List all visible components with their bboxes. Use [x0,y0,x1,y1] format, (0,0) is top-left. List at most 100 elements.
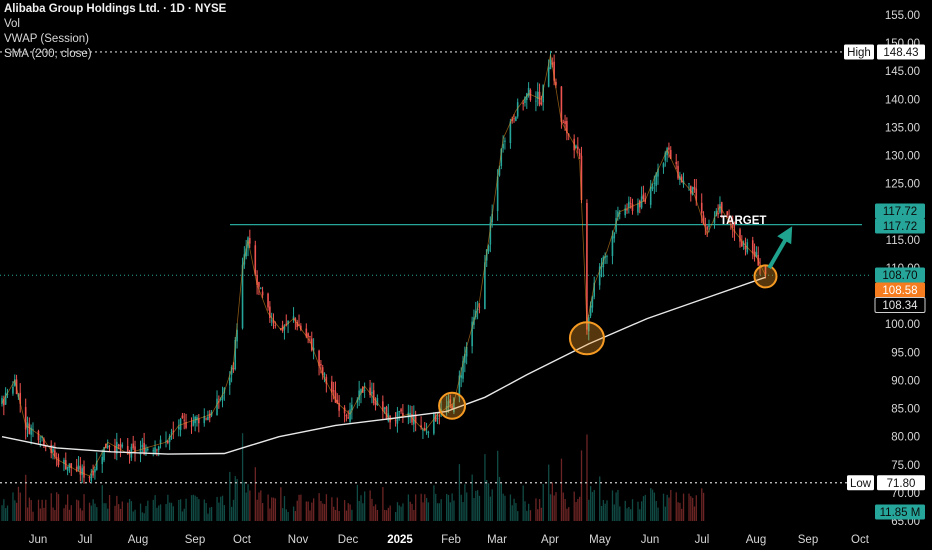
x-tick-label: May [589,534,611,546]
volume-bar [1,505,3,521]
x-tick-label: Jun [641,534,660,546]
volume-bar [692,497,694,521]
volume-bar [152,499,154,521]
candle-body [726,211,729,216]
volume-bar [489,496,492,521]
x-tick-label: Aug [128,534,148,546]
y-tick-label: 125.00 [885,179,920,191]
volume-bar [504,495,506,521]
volume-bar [358,500,360,521]
volume-bar [626,508,628,521]
volume-bar [165,504,167,521]
volume-bar [655,501,657,521]
volume-bar [280,487,282,521]
candle-body [739,229,741,242]
volume-bar [695,495,697,521]
candle-body [611,236,614,257]
candle-body [423,427,426,430]
candle-body [75,466,78,472]
candle-body [19,392,22,404]
candle-body [462,360,464,379]
target-arrow-head[interactable] [777,226,793,245]
indicator-sma[interactable]: SMA (200, close) [4,48,92,60]
indicator-vol[interactable]: Vol [4,18,20,30]
volume-bar [132,511,134,521]
volume-bar [190,495,193,521]
indicator-vwap[interactable]: VWAP (Session) [4,33,89,45]
x-axis[interactable]: Jun Jul Aug Sep Oct Nov Dec 2025 Feb Mar Apr May Jun… [29,534,870,546]
candle-body [382,401,384,412]
candle-body [208,413,211,419]
volume-bar [90,505,92,521]
candle-body [66,466,69,471]
volume-bar [45,499,47,521]
volume-bar [500,483,502,521]
price-badge: 117.72 [875,218,925,234]
volume-bar [96,507,98,521]
candle-body [170,432,173,434]
volume-bar [631,499,634,521]
volume-bar [471,474,473,521]
volume-bar [435,493,437,521]
highlight-circle[interactable] [438,391,467,420]
candle-body [465,346,468,357]
volume-bar [498,476,501,521]
candle-body [628,201,630,208]
target-label: TARGET [720,215,766,227]
candle-body [586,202,588,330]
target-arrow-shaft[interactable] [767,239,787,270]
candle-body [270,320,273,322]
candle-body [562,122,565,124]
volume-bar [551,482,554,521]
volume-bar [688,493,690,521]
candle-body [425,431,428,433]
volume-bar [526,510,528,521]
svg-text:High: High [847,47,871,59]
svg-text:108.34: 108.34 [882,300,918,312]
candle-body [578,152,581,156]
volume-bar [617,489,619,521]
volume-bar [249,490,251,521]
volume-bar [447,494,450,521]
volume-bar [70,505,72,521]
volume-bar [158,505,160,521]
volume-bar [41,499,43,521]
volume-bar [28,497,31,521]
volume-bar [577,498,579,521]
candle-body [717,213,719,215]
highlight-circle[interactable] [753,264,778,289]
candle-body [88,476,91,478]
svg-text:108.70: 108.70 [882,270,917,282]
candle-body [331,381,333,393]
svg-text:Low: Low [850,478,872,490]
candle-body [695,188,698,201]
volume-bar [167,494,169,521]
candle-body [92,470,94,476]
volume-bar [476,490,479,521]
x-tick-label: Apr [541,534,559,546]
candle-body [121,444,124,447]
volume-bar [630,509,632,521]
volume-bar [218,502,220,521]
candle-body [720,202,723,214]
candle-body [165,440,167,442]
volume-bar [693,506,696,521]
candle-body [345,415,348,417]
volume-bar [604,503,606,521]
candle-body [691,186,694,195]
volume-bar [524,501,526,521]
volume-bar [216,496,218,521]
volume-bar [338,510,340,521]
volume-bar [538,499,541,521]
volume-bar [349,504,351,521]
candle-body [731,222,734,228]
volume-bar [19,492,21,521]
volume-bar [230,506,233,521]
candle-body [677,165,679,179]
highlight-circle[interactable] [568,321,605,356]
candle-body [351,404,353,411]
candle-body [332,390,335,392]
volume-bar [387,507,390,521]
volume-bar [484,454,486,521]
